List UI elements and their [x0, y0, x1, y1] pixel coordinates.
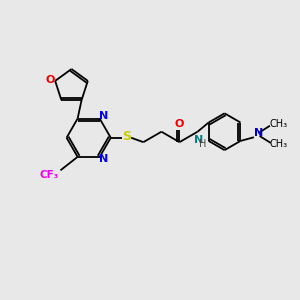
Text: O: O — [175, 119, 184, 129]
Text: CH₃: CH₃ — [270, 139, 288, 149]
Text: S: S — [122, 130, 131, 143]
Text: N: N — [99, 154, 108, 164]
Text: H: H — [199, 140, 206, 149]
Text: O: O — [45, 75, 54, 85]
Text: N: N — [99, 111, 108, 121]
Text: CH₃: CH₃ — [270, 119, 288, 130]
Text: N: N — [194, 135, 203, 145]
Text: CF₃: CF₃ — [40, 170, 59, 180]
Text: N: N — [254, 128, 263, 138]
